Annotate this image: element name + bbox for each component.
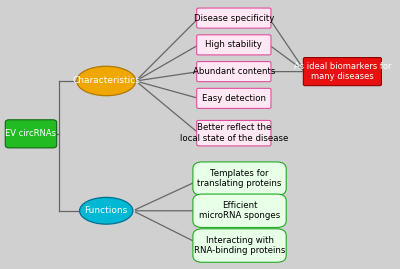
Text: Functions: Functions: [84, 206, 128, 215]
FancyBboxPatch shape: [193, 194, 286, 228]
FancyBboxPatch shape: [197, 62, 271, 82]
Text: Easy detection: Easy detection: [202, 94, 266, 103]
FancyBboxPatch shape: [303, 58, 382, 86]
Text: Interacting with
RNA-binding proteins: Interacting with RNA-binding proteins: [194, 236, 285, 255]
Text: Characteristics: Characteristics: [72, 76, 140, 86]
FancyBboxPatch shape: [197, 88, 271, 108]
Text: Abundant contents: Abundant contents: [193, 67, 275, 76]
Text: Efficient
microRNA sponges: Efficient microRNA sponges: [199, 201, 280, 221]
Ellipse shape: [80, 197, 133, 224]
Ellipse shape: [77, 66, 136, 96]
FancyBboxPatch shape: [193, 229, 286, 262]
Text: High stability: High stability: [205, 40, 262, 49]
FancyBboxPatch shape: [197, 8, 271, 28]
Text: Templates for
translating proteins: Templates for translating proteins: [197, 169, 282, 188]
Text: Disease specificity: Disease specificity: [194, 14, 274, 23]
FancyBboxPatch shape: [197, 121, 271, 146]
FancyBboxPatch shape: [193, 162, 286, 195]
FancyBboxPatch shape: [5, 120, 57, 148]
FancyBboxPatch shape: [197, 35, 271, 55]
Text: Better reflect the
local state of the disease: Better reflect the local state of the di…: [180, 123, 288, 143]
Text: EV circRNAs: EV circRNAs: [6, 129, 56, 138]
Text: As ideal biomarkers for
many diseases: As ideal biomarkers for many diseases: [294, 62, 391, 81]
